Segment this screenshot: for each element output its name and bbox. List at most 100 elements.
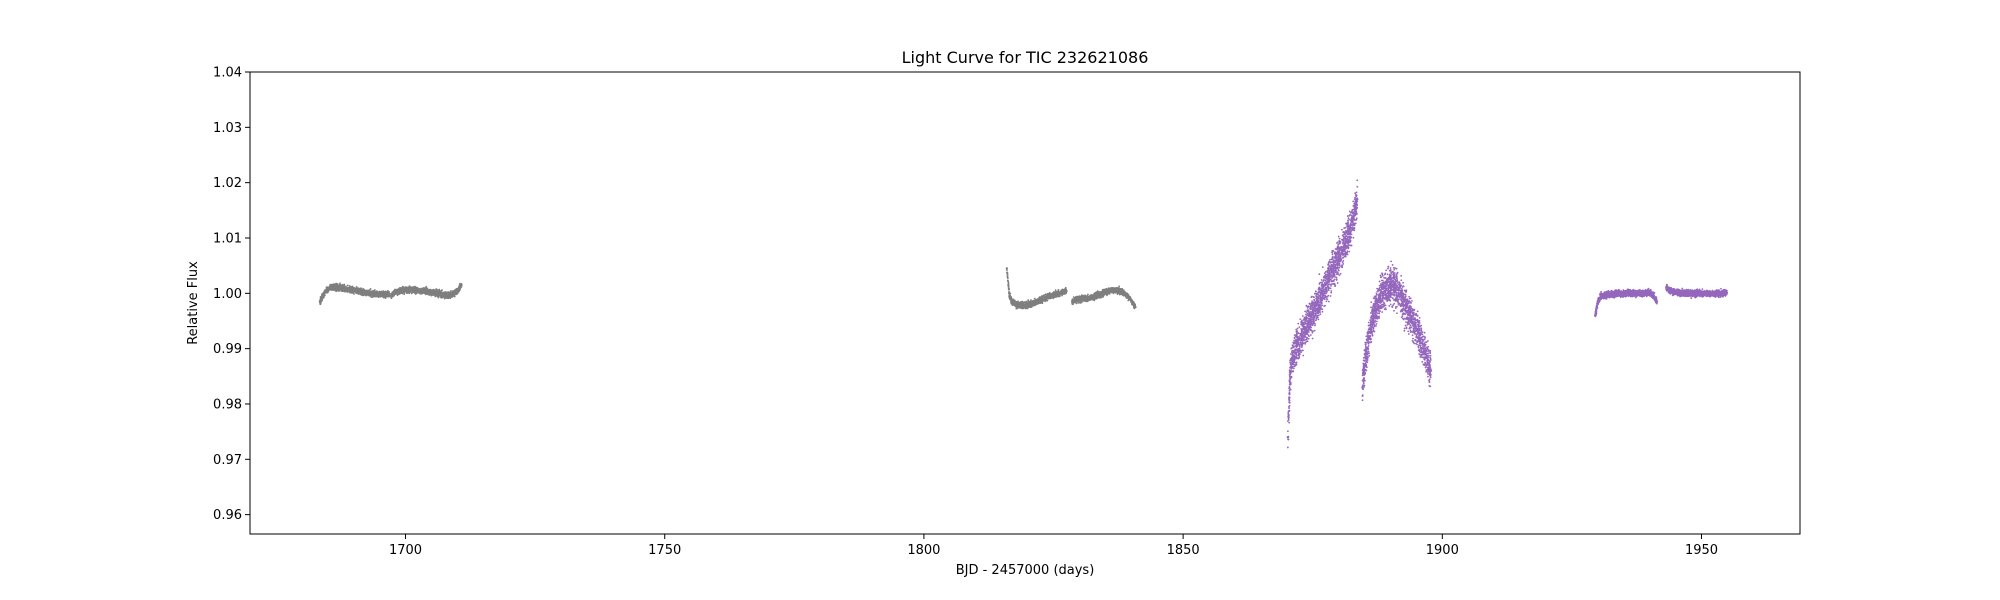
data-point bbox=[355, 291, 357, 294]
data-point bbox=[426, 289, 428, 291]
data-point bbox=[1042, 294, 1045, 297]
data-point bbox=[327, 286, 330, 289]
data-point bbox=[431, 294, 434, 296]
data-point bbox=[1006, 272, 1009, 275]
data-point bbox=[1007, 286, 1010, 289]
data-point bbox=[1084, 299, 1087, 302]
data-point bbox=[345, 285, 347, 288]
data-point bbox=[372, 293, 375, 296]
data-point bbox=[348, 284, 351, 287]
data-point bbox=[396, 294, 399, 297]
data-point bbox=[1113, 290, 1116, 293]
data-point bbox=[1064, 288, 1067, 291]
data-point bbox=[1038, 301, 1041, 304]
data-point bbox=[1091, 297, 1093, 300]
data-point bbox=[332, 283, 335, 286]
data-point bbox=[409, 288, 412, 291]
data-point bbox=[458, 284, 461, 287]
data-point bbox=[1317, 318, 1320, 321]
data-point bbox=[1087, 293, 1089, 296]
data-point bbox=[359, 290, 362, 292]
data-point bbox=[334, 288, 336, 291]
data-point bbox=[359, 293, 362, 296]
data-point bbox=[320, 299, 323, 302]
data-point bbox=[1083, 295, 1085, 298]
data-point bbox=[1034, 298, 1037, 301]
data-point bbox=[1121, 288, 1124, 290]
data-point bbox=[1045, 293, 1048, 296]
data-point bbox=[329, 288, 332, 291]
data-point bbox=[326, 291, 329, 294]
data-points bbox=[318, 179, 1729, 449]
data-point bbox=[1078, 297, 1081, 300]
data-point bbox=[1017, 302, 1020, 305]
data-point bbox=[390, 297, 393, 300]
data-point bbox=[330, 284, 333, 286]
data-point bbox=[1131, 300, 1134, 303]
data-point bbox=[1128, 296, 1130, 299]
data-point bbox=[1020, 306, 1022, 309]
data-point bbox=[1118, 285, 1121, 288]
data-point bbox=[391, 291, 394, 294]
data-point bbox=[1116, 290, 1119, 292]
data-point bbox=[379, 295, 382, 298]
data-point bbox=[1027, 300, 1030, 303]
data-point bbox=[1010, 299, 1013, 301]
data-point bbox=[344, 290, 346, 293]
data-point bbox=[1112, 288, 1115, 291]
data-point bbox=[1011, 301, 1014, 303]
data-point bbox=[1031, 302, 1034, 305]
data-point bbox=[388, 294, 391, 297]
data-point bbox=[403, 293, 406, 296]
data-point bbox=[1134, 303, 1136, 306]
data-point bbox=[367, 292, 370, 295]
data-point bbox=[1022, 307, 1025, 310]
data-point bbox=[340, 286, 343, 289]
data-point bbox=[431, 291, 434, 294]
data-point bbox=[1100, 293, 1103, 296]
data-point bbox=[1123, 294, 1126, 297]
data-point bbox=[398, 287, 401, 290]
data-point bbox=[381, 292, 384, 294]
data-point bbox=[1041, 298, 1043, 300]
data-point bbox=[323, 294, 326, 297]
data-point bbox=[1106, 289, 1109, 292]
data-point bbox=[414, 288, 417, 291]
data-point bbox=[331, 286, 334, 288]
data-point bbox=[361, 292, 363, 295]
data-point bbox=[437, 296, 440, 298]
data-point bbox=[1005, 269, 1008, 271]
data-point bbox=[1015, 305, 1018, 308]
data-point bbox=[1047, 297, 1050, 299]
data-point bbox=[387, 293, 390, 296]
data-point bbox=[1029, 305, 1032, 307]
data-point bbox=[393, 291, 396, 294]
data-point bbox=[1109, 288, 1112, 291]
data-point bbox=[1022, 305, 1025, 308]
data-point bbox=[401, 290, 404, 293]
data-point bbox=[1131, 304, 1134, 306]
data-point bbox=[372, 290, 375, 293]
data-point bbox=[1307, 337, 1310, 340]
data-point bbox=[1079, 299, 1081, 302]
data-point bbox=[371, 291, 373, 294]
data-point bbox=[353, 293, 355, 295]
data-point bbox=[428, 288, 431, 291]
data-point bbox=[457, 290, 459, 293]
data-point bbox=[350, 288, 353, 291]
data-point bbox=[457, 286, 460, 289]
data-point bbox=[1059, 291, 1061, 293]
data-point bbox=[323, 293, 326, 296]
data-point bbox=[343, 287, 346, 290]
data-point bbox=[336, 283, 339, 285]
data-point bbox=[1118, 291, 1120, 294]
data-point bbox=[1015, 301, 1018, 303]
data-point bbox=[369, 295, 372, 298]
data-point bbox=[352, 288, 355, 290]
data-point bbox=[1038, 298, 1041, 301]
data-point bbox=[342, 285, 345, 287]
data-point bbox=[1321, 266, 1324, 269]
data-point bbox=[435, 291, 438, 294]
data-point bbox=[346, 284, 349, 287]
